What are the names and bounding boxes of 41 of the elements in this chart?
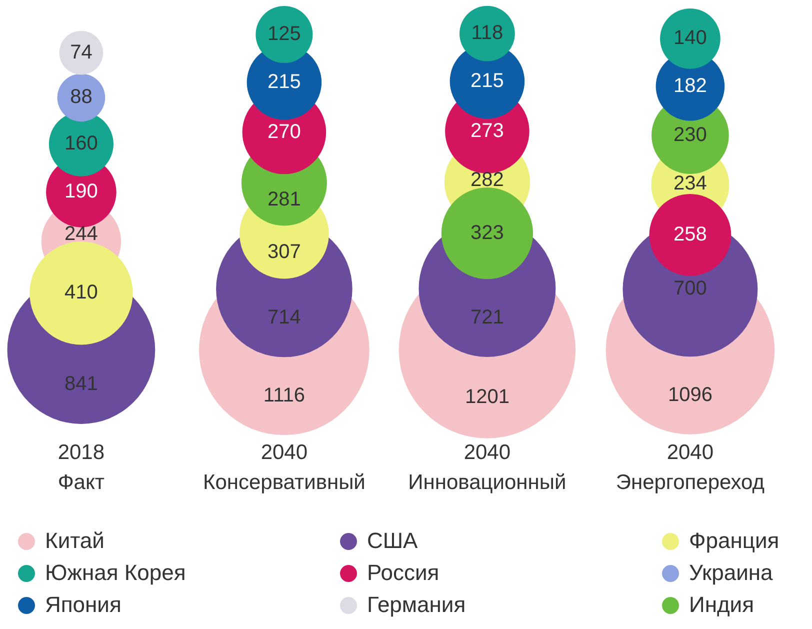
- data-label: 182: [674, 74, 707, 97]
- data-label: 1116: [263, 384, 305, 407]
- legend-label: США: [367, 528, 418, 554]
- legend-label: Южная Корея: [45, 560, 186, 586]
- data-label: 215: [268, 70, 301, 93]
- legend-label: Франция: [689, 528, 780, 554]
- data-label: 74: [70, 41, 92, 64]
- data-label: 721: [470, 306, 504, 329]
- category-label: 2040 Энергопереход: [616, 440, 765, 496]
- data-label: 125: [268, 23, 301, 46]
- data-label: 307: [268, 240, 301, 263]
- data-label: 190: [64, 180, 98, 203]
- data-label: 1201: [464, 386, 510, 408]
- data-label: 1096: [668, 384, 712, 406]
- data-label: 215: [470, 70, 504, 92]
- data-label: 700: [674, 278, 707, 300]
- legend-label: Россия: [367, 560, 440, 586]
- data-label: 282: [470, 168, 504, 191]
- data-label: 230: [674, 124, 707, 146]
- data-label: 234: [674, 172, 707, 194]
- legend-label: Индия: [689, 592, 754, 618]
- data-label: 140: [674, 27, 707, 50]
- data-label: 118: [471, 22, 504, 44]
- data-label: 410: [64, 282, 98, 304]
- data-label: 258: [674, 223, 707, 246]
- data-label: 281: [268, 188, 301, 210]
- category-label: 2040 Инновационный: [408, 440, 566, 496]
- data-label: 270: [268, 120, 301, 143]
- data-label: 273: [470, 120, 504, 142]
- legend-label: Япония: [45, 592, 122, 618]
- data-label: 714: [268, 306, 301, 328]
- legend-label: Китай: [45, 528, 104, 554]
- legend-label: Украина: [689, 560, 773, 586]
- legend-label: Германия: [367, 592, 466, 618]
- data-label: 323: [470, 222, 504, 244]
- data-label: 88: [70, 86, 92, 108]
- data-label: 841: [64, 372, 98, 395]
- category-label: 2018 Факт: [58, 440, 105, 496]
- data-label: 244: [64, 222, 98, 245]
- data-label: 160: [64, 132, 98, 155]
- category-label: 2040 Консервативный: [202, 440, 366, 496]
